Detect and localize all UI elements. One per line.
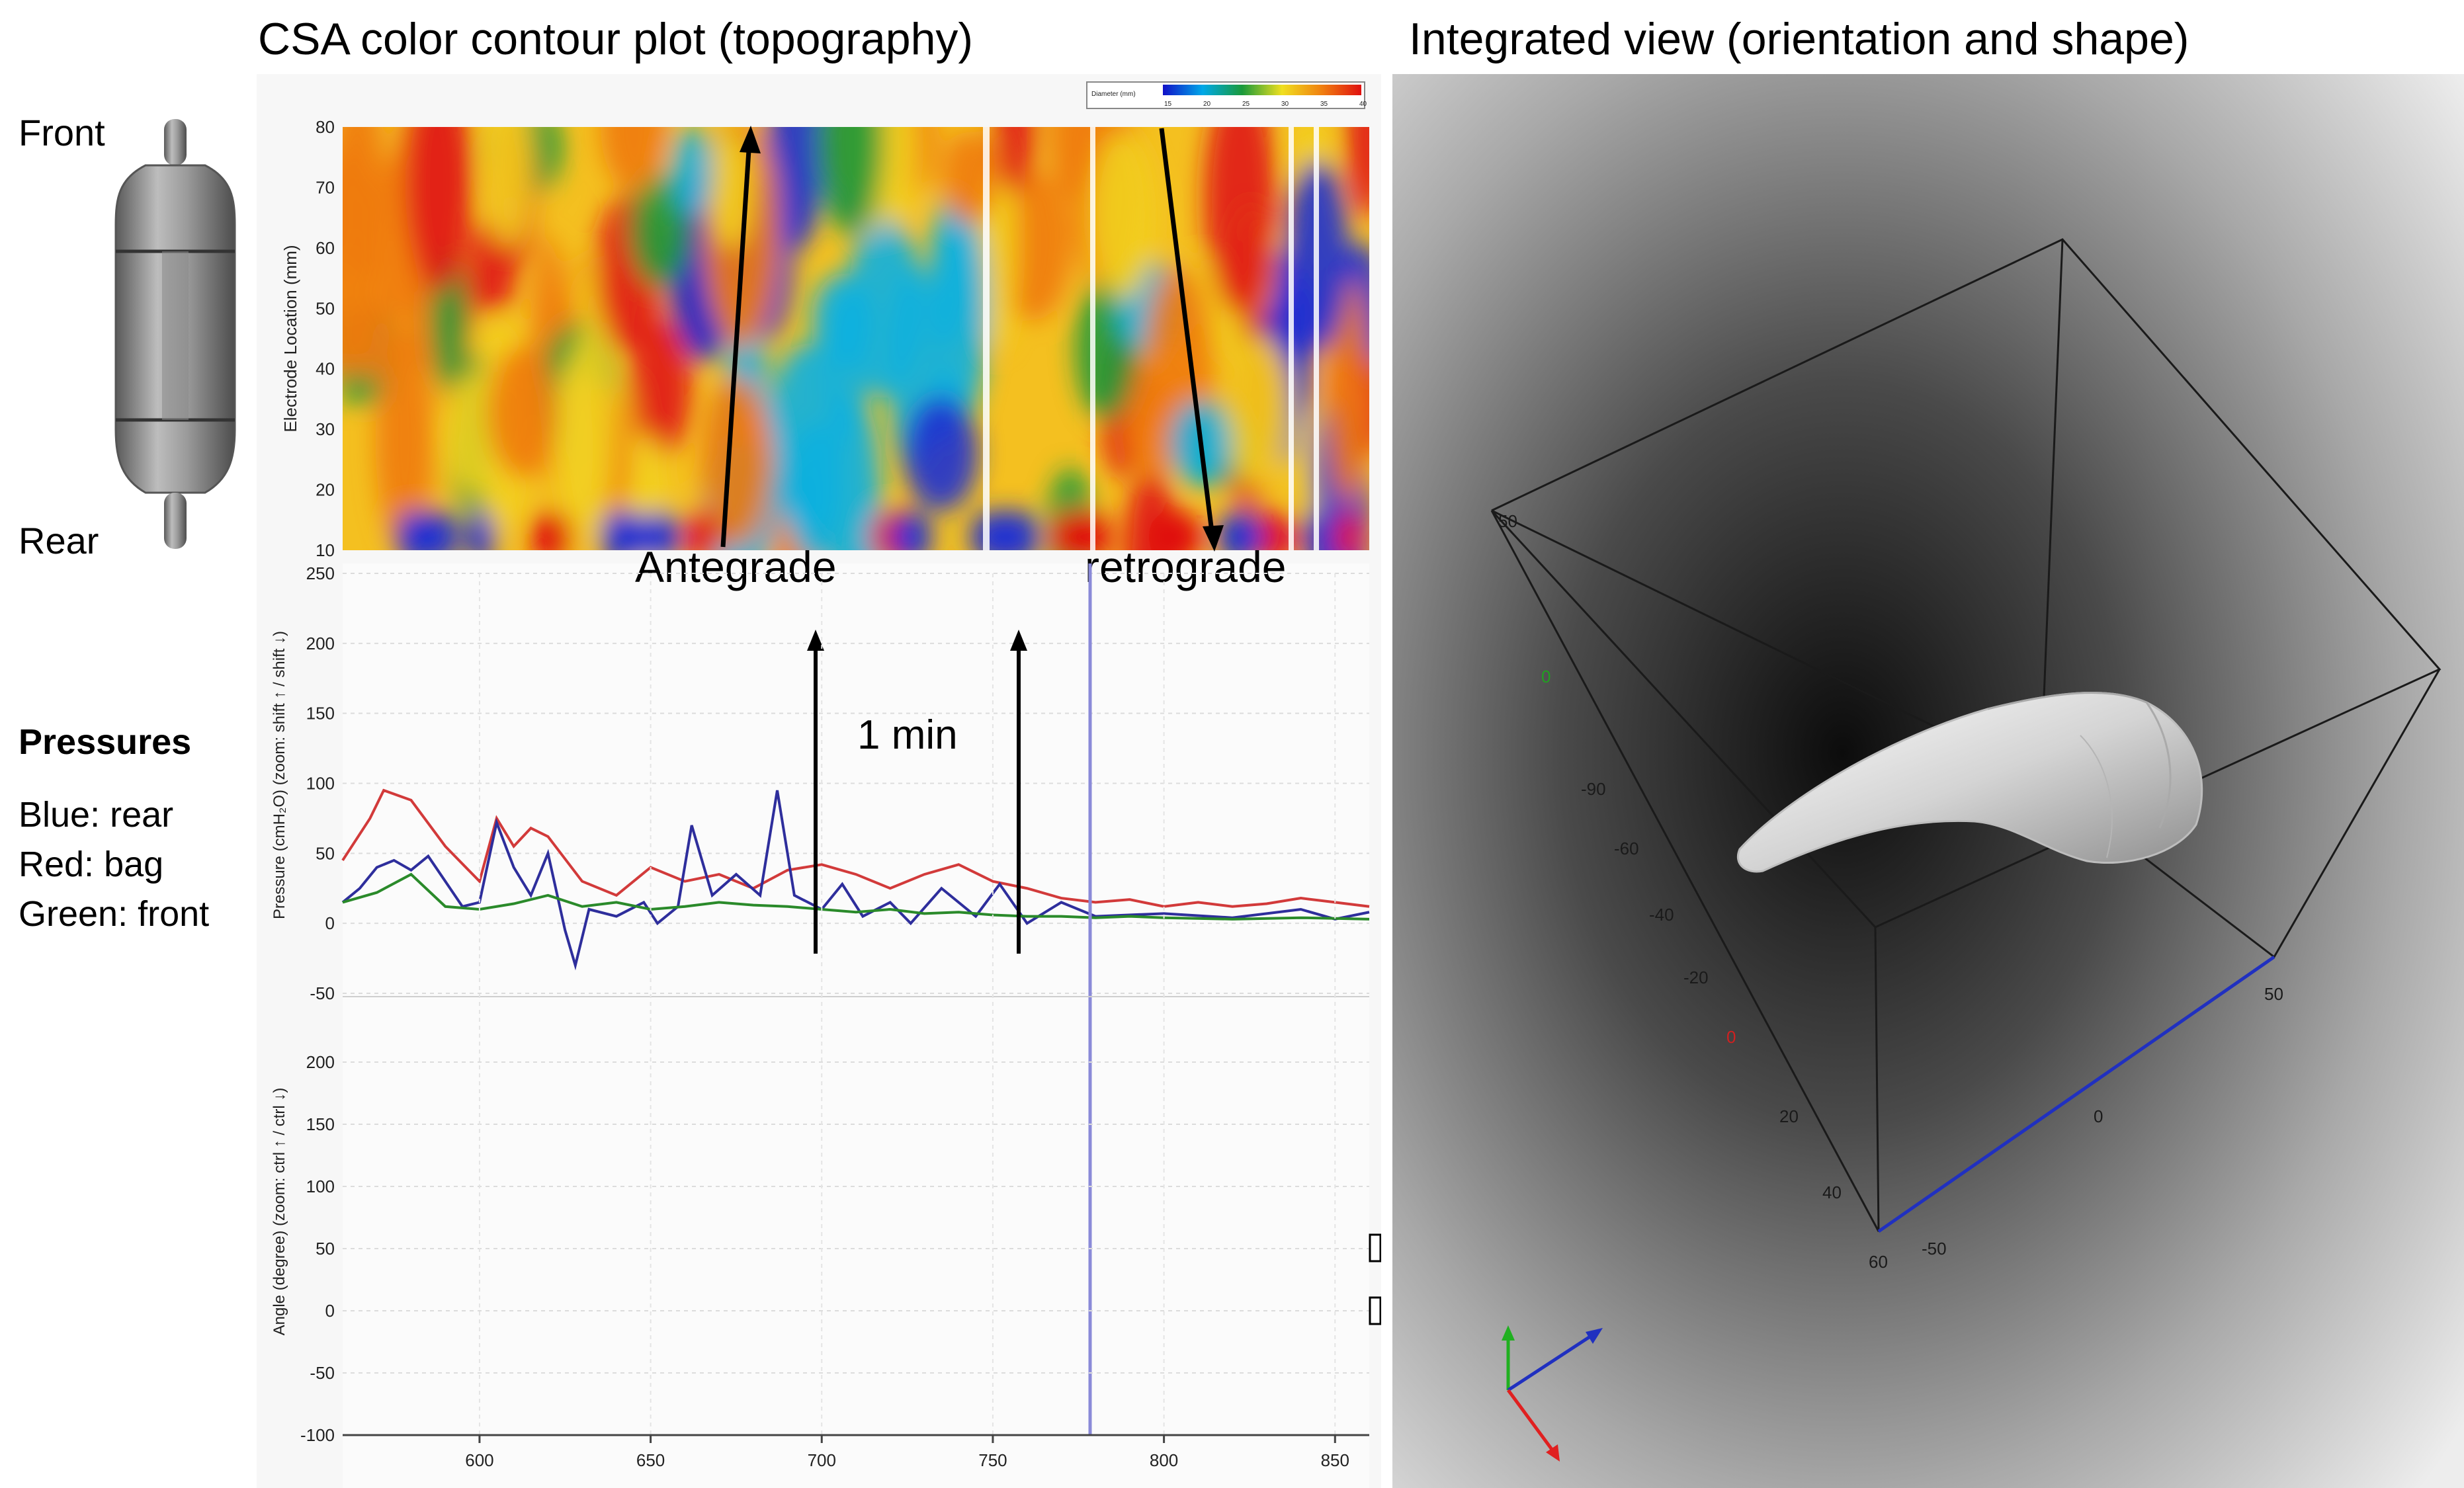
plot-panel: Diameter (mm) 15 20 25 30 35 40 80 70 60 50 40 30 2… [257, 74, 1381, 1488]
svg-text:-60: -60 [1614, 839, 1639, 858]
retrograde-arrow [1159, 128, 1224, 552]
antegrade-label: Antegrade [635, 542, 837, 591]
contour-y-axis: 80 70 60 50 40 30 20 10 [316, 117, 335, 560]
pressure-y-tick: 100 [306, 774, 335, 794]
angle-y-tick: 50 [316, 1239, 335, 1259]
x-tick: 750 [978, 1450, 1007, 1470]
box-tick-labels: 50 0 -90 -60 -40 -20 0 20 40 60 50 0 -50 [1498, 511, 2283, 1272]
pressure-series-bag [341, 788, 1370, 908]
contour-y-label: Electrode Location (mm) [280, 245, 300, 432]
svg-text:-50: -50 [1922, 1239, 1947, 1259]
one-minute-arrows [807, 630, 1027, 954]
probe-rear-label: Rear [19, 520, 99, 561]
retrograde-label: retrograde [1085, 542, 1287, 591]
pressure-y-tick: 250 [306, 563, 335, 583]
colorbar-tick: 35 [1320, 101, 1328, 108]
angle-y-tick: -50 [310, 1363, 335, 1383]
probe-image [114, 119, 236, 549]
pressure-legend: Pressures Blue: rear Red: bag Green: fro… [19, 718, 209, 939]
x-tick: 800 [1150, 1450, 1178, 1470]
integrated-view-heading: Integrated view (orientation and shape) [1409, 14, 2189, 64]
colorbar-tick: 30 [1281, 101, 1289, 108]
colorbar-tick: 25 [1242, 101, 1250, 108]
svg-text:0: 0 [2094, 1106, 2103, 1126]
pressure-chart: 250 200 150 100 50 0 -50 Pressure (cmH₂O) (zoo… [271, 563, 1370, 1003]
integrated-3d-view: 50 0 -90 -60 -40 -20 0 20 40 60 50 0 -50 [1392, 74, 2464, 1488]
svg-text:40: 40 [1822, 1182, 1842, 1202]
svg-text:-40: -40 [1649, 905, 1674, 925]
colorbar-tick: 15 [1164, 101, 1172, 108]
legend-line-bag: Red: bag [19, 845, 164, 884]
diameter-colorbar: Diameter (mm) 15 20 25 30 35 40 [1086, 81, 1367, 109]
pressure-y-tick: 200 [306, 634, 335, 653]
svg-text:50: 50 [2264, 984, 2283, 1004]
svg-text:0: 0 [1726, 1027, 1736, 1047]
organ-3d-shape [1737, 692, 2203, 873]
colorbar-title: Diameter (mm) [1091, 91, 1136, 98]
angle-y-label: Angle (degree) (zoom: ctrl ↑ / ctrl ↓) [271, 1088, 288, 1336]
angle-y-tick: 200 [306, 1052, 335, 1072]
panel-toggle-button-1[interactable] [1369, 1233, 1381, 1262]
contour-y-tick: 30 [316, 419, 335, 439]
pressure-y-label: Pressure (cmH₂O) (zoom: shift ↑ / shift … [271, 631, 288, 919]
angle-chart: 200 150 100 50 0 -50 -100 Angle (degree) (zoom… [271, 573, 1369, 1445]
legend-line-front: Green: front [19, 894, 210, 934]
legend-title: Pressures [19, 722, 192, 762]
angle-y-tick: 100 [306, 1177, 335, 1196]
angle-y-tick: 0 [325, 1301, 335, 1321]
contour-y-tick: 80 [316, 117, 335, 137]
antegrade-arrow [720, 126, 761, 548]
contour-y-tick: 40 [316, 359, 335, 379]
contour-y-tick: 70 [316, 177, 335, 197]
svg-text:0: 0 [1541, 667, 1551, 686]
x-tick: 650 [636, 1450, 665, 1470]
angle-y-tick: -100 [300, 1425, 335, 1445]
orientation-triad [1502, 1325, 1603, 1462]
svg-text:-90: -90 [1581, 779, 1606, 799]
pressure-y-tick: 0 [325, 913, 335, 933]
svg-text:60: 60 [1869, 1252, 1888, 1272]
angle-y-tick: 150 [306, 1114, 335, 1134]
probe-front-label: Front [19, 112, 105, 153]
pressure-y-tick: -50 [310, 983, 335, 1003]
contour-y-tick: 60 [316, 238, 335, 258]
blue-axis-edge [1877, 955, 2275, 1233]
pressure-series-rear [341, 790, 1370, 971]
pressure-y-tick: 50 [316, 843, 335, 863]
colorbar-tick: 40 [1359, 101, 1367, 108]
pressure-y-tick: 150 [306, 704, 335, 723]
one-minute-label: 1 min [857, 712, 958, 758]
svg-text:50: 50 [1498, 511, 1517, 531]
pressure-series-front [342, 872, 1370, 921]
x-tick: 850 [1321, 1450, 1349, 1470]
x-tick: 600 [465, 1450, 493, 1470]
panel-toggle-button-2[interactable] [1369, 1296, 1381, 1325]
contour-plot-heading: CSA color contour plot (topography) [258, 14, 974, 64]
legend-line-rear: Blue: rear [19, 795, 174, 835]
contour-y-tick: 20 [316, 480, 335, 500]
svg-text:20: 20 [1779, 1106, 1799, 1126]
x-axis: 600 650 700 750 800 850 [343, 1434, 1369, 1470]
x-tick: 700 [808, 1450, 836, 1470]
svg-text:-20: -20 [1683, 968, 1709, 987]
contour-y-tick: 10 [316, 540, 335, 560]
colorbar-tick: 20 [1203, 101, 1211, 108]
contour-y-tick: 50 [316, 298, 335, 318]
